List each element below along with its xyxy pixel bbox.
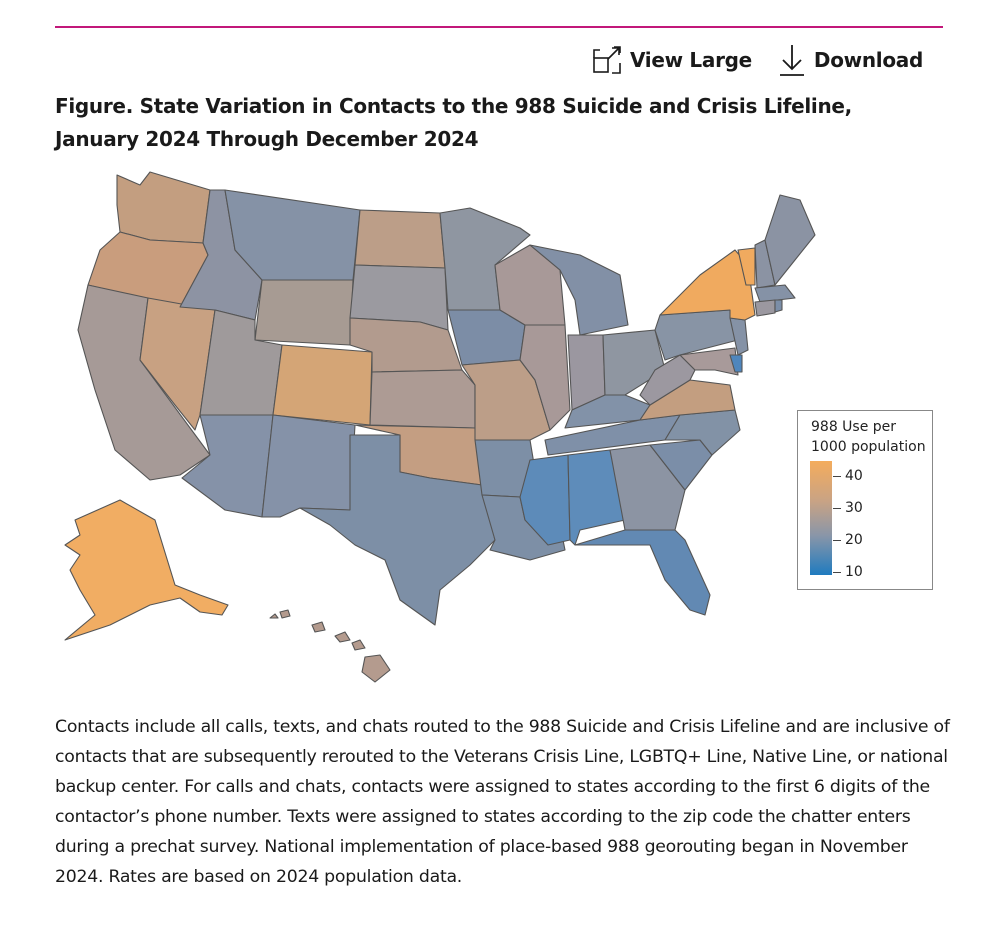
state-new-mexico[interactable] [261,414,356,518]
header-rule [55,26,943,28]
legend-tick-label-20: 20 [845,532,863,548]
figure-toolbar: View Large Download [592,40,923,80]
state-maryland[interactable] [679,347,739,376]
figure-title: Figure. State Variation in Contacts to t… [55,94,852,151]
figure-caption: Contacts include all calls, texts, and c… [55,717,950,887]
legend-tick-label-40: 40 [845,468,863,484]
state-texas[interactable] [299,434,496,626]
state-wyoming[interactable] [254,279,354,346]
state-north-dakota[interactable] [354,209,446,269]
state-alaska[interactable] [64,499,229,641]
map-legend: 988 Use per 1000 population 40 30 20 10 [797,410,933,590]
legend-title-line2: 1000 population [811,439,926,455]
state-massachusetts[interactable] [754,284,796,303]
state-michigan[interactable] [529,244,629,336]
state-vermont[interactable] [737,247,756,286]
legend-tick-10 [833,572,841,573]
legend-tick-30 [833,508,841,509]
us-choropleth-map [64,171,816,683]
state-illinois[interactable] [519,324,571,431]
state-new-york[interactable] [659,249,756,321]
view-large-label: View Large [629,48,752,72]
state-connecticut[interactable] [754,299,776,317]
legend-tick-20 [833,540,841,541]
view-large-button[interactable]: View Large [592,45,752,75]
state-kansas[interactable] [369,369,476,429]
state-florida[interactable] [574,529,711,616]
state-washington[interactable] [116,171,211,244]
state-arizona[interactable] [181,414,274,518]
legend-tick-label-30: 30 [845,500,863,516]
legend-title: 988 Use per 1000 population [811,417,926,457]
legend-color-ramp [810,461,832,575]
state-maine[interactable] [764,194,816,286]
download-button[interactable]: Download [778,43,923,77]
expand-icon [592,45,622,75]
legend-title-line1: 988 Use per [811,419,897,435]
state-hawaii[interactable] [269,609,391,683]
download-label: Download [813,48,923,72]
state-rhode-island[interactable] [774,299,783,313]
state-colorado[interactable] [272,344,373,426]
legend-tick-40 [833,476,841,477]
legend-tick-label-10: 10 [845,564,863,580]
download-arrow-icon [778,43,806,77]
